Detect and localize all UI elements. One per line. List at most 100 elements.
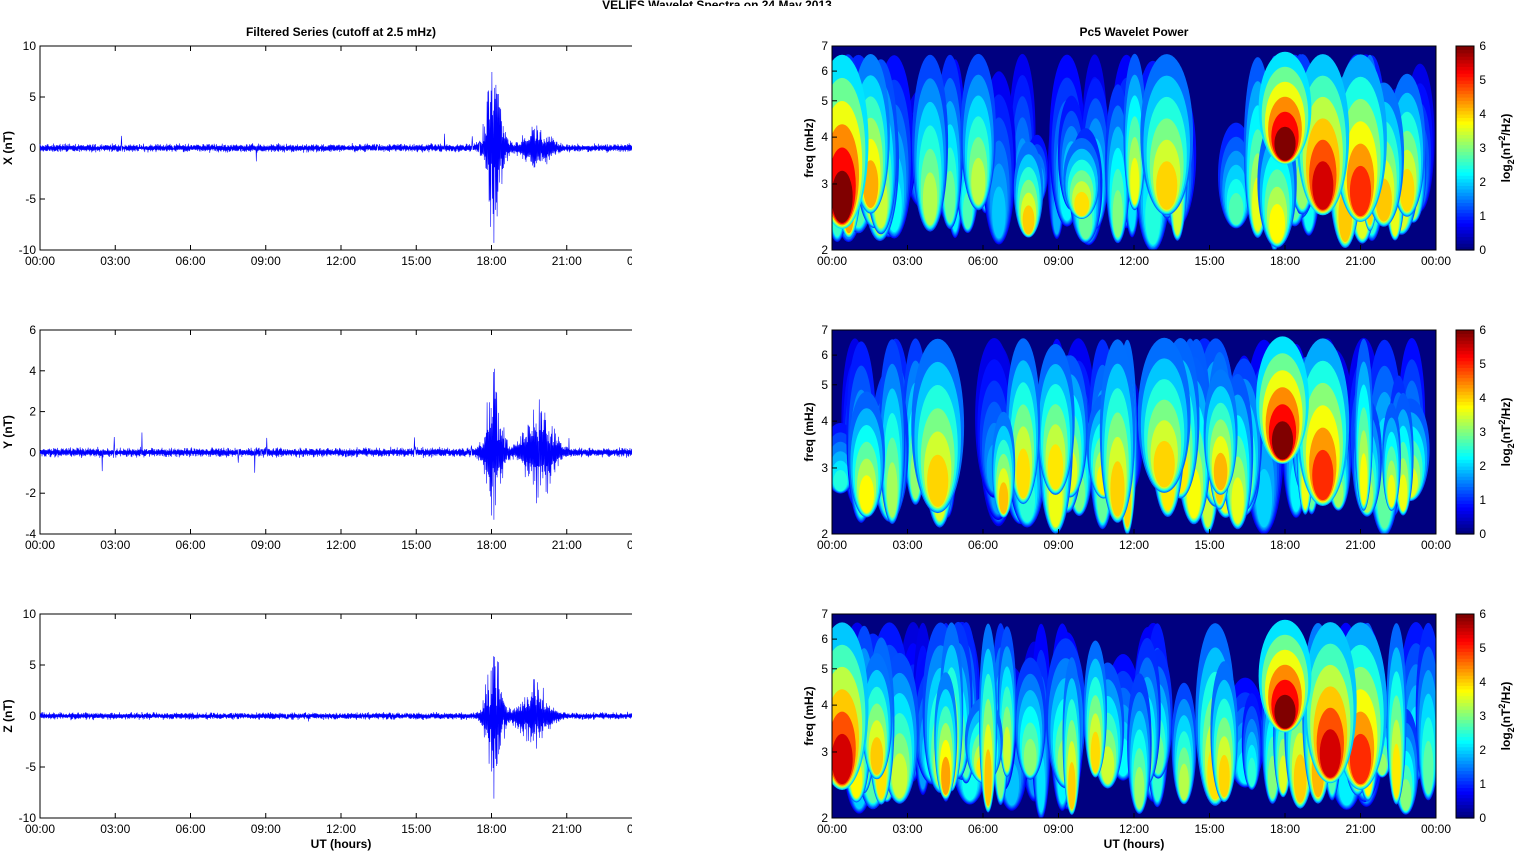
y-tick-label: 4 — [29, 364, 36, 378]
colorbar-tick-label: 1 — [1479, 209, 1486, 223]
x-tick-label: 00:00 — [1421, 254, 1451, 268]
colorbar-tick-label: 5 — [1479, 641, 1486, 655]
colorbar-cell — [1456, 773, 1474, 778]
colorbar-cell — [1456, 506, 1474, 511]
y-tick-label: -5 — [25, 760, 36, 774]
colorbar-cell — [1456, 530, 1474, 535]
power-blob — [1003, 726, 1011, 772]
colorbar-cell — [1456, 726, 1474, 731]
colorbar-cell — [1456, 750, 1474, 754]
colorbar-tick-label: 6 — [1479, 39, 1486, 53]
y-axis-label: freq (mHz) — [802, 686, 816, 745]
colorbar-cell — [1456, 408, 1474, 413]
colorbar-cell — [1456, 787, 1474, 792]
colorbar-cell — [1456, 93, 1474, 98]
power-blob — [886, 462, 898, 518]
colorbar-cell — [1456, 614, 1474, 618]
colorbar-cell — [1456, 367, 1474, 372]
colorbar-cell — [1456, 66, 1474, 71]
y-tick-label: 10 — [23, 39, 37, 53]
power-blob — [831, 733, 853, 785]
colorbar-cell — [1456, 500, 1474, 504]
x-tick-label: 12:00 — [326, 254, 356, 268]
colorbar-label-part: (nT — [1499, 140, 1513, 159]
y-tick-label: 4 — [821, 414, 828, 428]
colorbar-label-part: 2 — [1497, 704, 1507, 709]
colorbar-cell — [1456, 80, 1474, 84]
x-tick-label: 21:00 — [1345, 822, 1375, 836]
colorbar-cell — [1456, 59, 1474, 64]
power-blob — [963, 192, 973, 229]
colorbar-cell — [1456, 110, 1474, 115]
power-blob — [1068, 762, 1076, 810]
colorbar-cell — [1456, 148, 1474, 152]
colorbar-cell — [1456, 794, 1474, 799]
colorbar-cell — [1456, 668, 1474, 673]
x-tick-label: 21:00 — [1345, 254, 1375, 268]
power-blob — [922, 172, 938, 226]
series-trace — [39, 656, 643, 799]
y-tick-label: 5 — [821, 94, 828, 108]
x-tick-label: 06:00 — [968, 538, 998, 552]
y-tick-label: 3 — [821, 177, 828, 191]
colorbar-cell — [1456, 52, 1474, 57]
colorbar-cell — [1456, 736, 1474, 741]
power-blob — [1399, 168, 1415, 212]
y-tick-label: 2 — [821, 243, 828, 257]
power-blob — [1023, 738, 1037, 776]
mask — [1436, 574, 1455, 856]
x-tick-label: 12:00 — [1119, 254, 1149, 268]
colorbar-tick-label: 2 — [1479, 743, 1486, 757]
colorbar-cell — [1456, 459, 1474, 464]
x-tick-label: 00:00 — [817, 254, 847, 268]
colorbar-cell — [1456, 103, 1474, 108]
power-blob — [927, 454, 949, 507]
colorbar-cell — [1456, 641, 1474, 646]
colorbar-cell — [1456, 209, 1474, 214]
colorbar-label: log2(nT2/Hz) — [1497, 682, 1516, 751]
colorbar-cell — [1456, 333, 1474, 338]
x-tick-label: 15:00 — [401, 538, 431, 552]
colorbar-cell — [1456, 243, 1474, 248]
colorbar-label-part: log — [1499, 448, 1513, 466]
power-blob — [1319, 729, 1341, 778]
colorbar-cell — [1456, 486, 1474, 491]
mask — [832, 554, 1436, 614]
colorbar-cell — [1456, 692, 1474, 697]
colorbar-cell — [1456, 671, 1474, 676]
colorbar-cell — [1456, 644, 1474, 649]
x-tick-label: 06:00 — [968, 254, 998, 268]
colorbar-cell — [1456, 165, 1474, 169]
colorbar-tick-label: 4 — [1479, 675, 1486, 689]
power-blob — [831, 170, 853, 223]
power-blob — [1400, 779, 1412, 811]
power-blob — [1271, 421, 1294, 460]
x-tick-label: 21:00 — [552, 254, 582, 268]
power-blob — [870, 737, 884, 775]
colorbar-cell — [1456, 675, 1474, 680]
colorbar-cell — [1456, 239, 1474, 244]
power-blob — [1022, 205, 1035, 235]
power-blob — [891, 753, 908, 799]
y-axis-label: freq (mHz) — [802, 118, 816, 177]
colorbar-cell — [1456, 705, 1474, 710]
colorbar-cell — [1456, 188, 1474, 193]
colorbar-cell — [1456, 134, 1474, 139]
colorbar-cell — [1456, 780, 1474, 785]
colorbar-cell — [1456, 442, 1474, 447]
colorbar-cell — [1456, 699, 1474, 703]
power-blob — [1247, 757, 1256, 787]
colorbar-cell — [1456, 229, 1474, 234]
x-tick-label: 00:00 — [25, 538, 55, 552]
x-tick-label: 15:00 — [1194, 538, 1224, 552]
y-axis-label: Z (nT) — [1, 699, 15, 732]
colorbar-cell — [1456, 801, 1474, 805]
y-tick-label: 7 — [821, 607, 828, 621]
colorbar-cell — [1456, 144, 1474, 149]
colorbar-cell — [1456, 124, 1474, 129]
mask — [1436, 290, 1455, 574]
x-tick-label: 06:00 — [175, 538, 205, 552]
colorbar-cell — [1456, 777, 1474, 782]
colorbar-cell — [1456, 394, 1474, 399]
